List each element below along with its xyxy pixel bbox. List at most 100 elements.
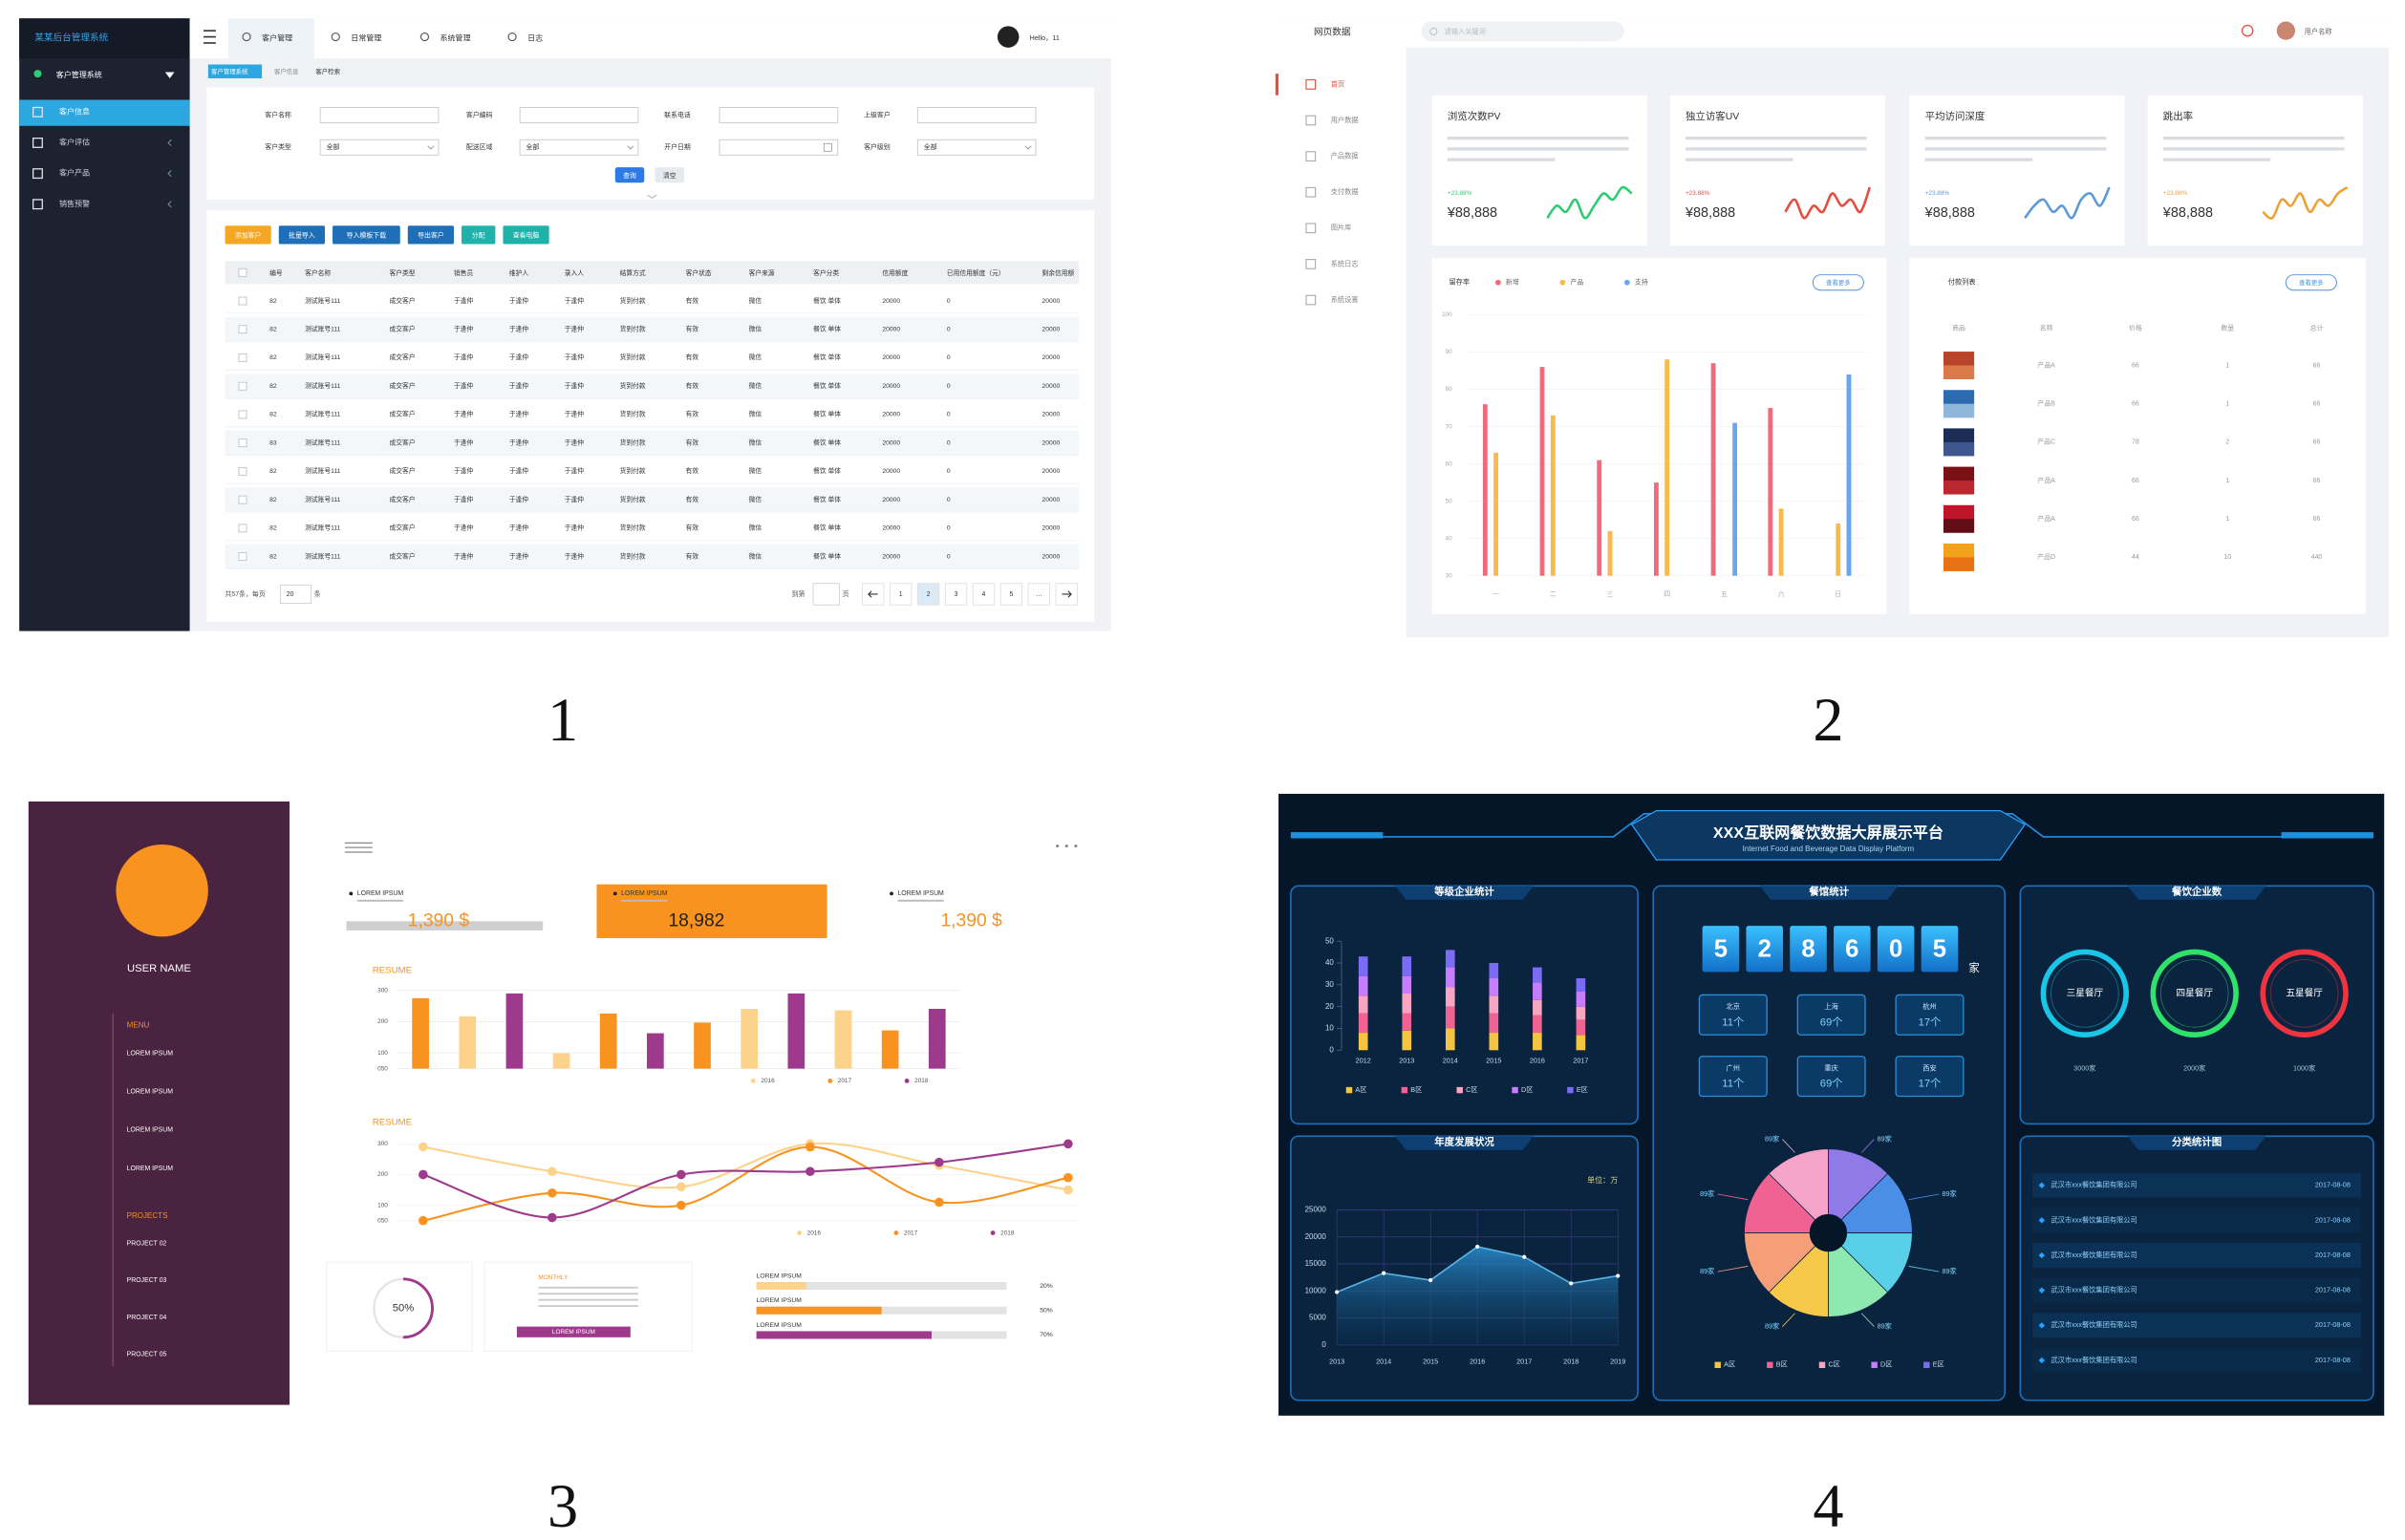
menu-item[interactable]: LOREM IPSUM bbox=[127, 1127, 174, 1134]
form-input[interactable] bbox=[319, 107, 440, 124]
menu-item[interactable]: LOREM IPSUM bbox=[127, 1050, 174, 1057]
more-button[interactable] bbox=[1812, 274, 1864, 291]
breadcrumb[interactable]: 客户信息 bbox=[274, 67, 299, 75]
page-button[interactable] bbox=[999, 583, 1023, 606]
action-button[interactable] bbox=[225, 225, 271, 245]
point bbox=[548, 1166, 557, 1177]
page-number[interactable]: 4 bbox=[982, 591, 986, 598]
page-number[interactable]: … bbox=[1036, 591, 1042, 598]
nav-item[interactable]: 用户数据 bbox=[1331, 116, 1359, 124]
company-name[interactable]: 武汉市xxx餐饮集团有限公司 bbox=[2051, 1251, 2137, 1259]
page-size[interactable] bbox=[279, 584, 311, 605]
page-button[interactable] bbox=[916, 583, 940, 606]
action-button[interactable] bbox=[333, 225, 400, 245]
page-size-value[interactable]: 20 bbox=[287, 591, 294, 598]
action-label[interactable]: 导入模板下载 bbox=[347, 231, 387, 240]
list-row[interactable] bbox=[2032, 1348, 2362, 1373]
checkbox[interactable] bbox=[238, 438, 247, 448]
form-input[interactable] bbox=[719, 139, 839, 156]
action-label[interactable]: 分配 bbox=[472, 231, 485, 240]
page-number[interactable]: 2 bbox=[927, 591, 931, 598]
checkbox[interactable] bbox=[238, 524, 247, 533]
project-item[interactable]: PROJECT 05 bbox=[127, 1351, 167, 1358]
nav-item[interactable]: 首页 bbox=[1331, 79, 1344, 88]
checkbox[interactable] bbox=[238, 296, 247, 306]
sparkline bbox=[1784, 186, 1872, 220]
goto-input[interactable] bbox=[812, 583, 840, 606]
list-row[interactable] bbox=[2032, 1277, 2362, 1303]
company-name[interactable]: 武汉市xxx餐饮集团有限公司 bbox=[2051, 1286, 2137, 1294]
nav-item[interactable]: 支付数据 bbox=[1331, 187, 1359, 196]
checkbox[interactable] bbox=[238, 381, 247, 391]
tab[interactable]: 系统管理 bbox=[440, 32, 471, 42]
button-label[interactable]: 查看更多 bbox=[2299, 278, 2324, 287]
page-button[interactable] bbox=[890, 583, 913, 606]
company-name[interactable]: 武汉市xxx餐饮集团有限公司 bbox=[2051, 1181, 2137, 1189]
tab[interactable]: 日志 bbox=[527, 32, 543, 42]
company-name[interactable]: 武汉市xxx餐饮集团有限公司 bbox=[2051, 1215, 2137, 1224]
page-button[interactable] bbox=[1027, 583, 1050, 606]
menu-item[interactable]: LOREM IPSUM bbox=[127, 1166, 174, 1172]
action-label[interactable]: 查看电脑 bbox=[513, 231, 540, 240]
checkbox[interactable] bbox=[238, 353, 247, 362]
x-tick-label: 2013 bbox=[1329, 1357, 1344, 1365]
company-name[interactable]: 武汉市xxx餐饮集团有限公司 bbox=[2051, 1356, 2137, 1364]
nav-item[interactable]: 产品数据 bbox=[1331, 152, 1359, 160]
form-input[interactable] bbox=[519, 107, 639, 124]
nav-item[interactable]: 系统设置 bbox=[1331, 295, 1359, 304]
page-button[interactable] bbox=[972, 583, 996, 606]
breadcrumb[interactable]: 客户管理系统 bbox=[211, 67, 248, 75]
menu-group[interactable]: 客户管理系统 bbox=[56, 70, 102, 79]
menu-item[interactable]: 客户产品 bbox=[59, 168, 90, 178]
button-label[interactable]: LOREM IPSUM bbox=[552, 1329, 595, 1336]
search-box[interactable] bbox=[1421, 21, 1624, 42]
tab[interactable]: 客户管理 bbox=[262, 32, 292, 42]
column-header: 维护人 bbox=[509, 268, 529, 277]
menu-item[interactable]: LOREM IPSUM bbox=[127, 1089, 174, 1096]
form-input[interactable] bbox=[519, 139, 639, 156]
reset-button[interactable] bbox=[655, 167, 685, 183]
list-row[interactable] bbox=[2032, 1243, 2362, 1268]
checkbox[interactable] bbox=[238, 410, 247, 419]
nav-item[interactable]: 图片库 bbox=[1331, 224, 1352, 232]
checkbox[interactable] bbox=[238, 552, 247, 562]
monthly-button[interactable] bbox=[516, 1326, 631, 1337]
action-button[interactable] bbox=[278, 225, 325, 245]
action-label[interactable]: 添加客户 bbox=[235, 231, 262, 240]
checkbox[interactable] bbox=[238, 466, 247, 476]
project-item[interactable]: PROJECT 02 bbox=[127, 1241, 167, 1248]
button-label[interactable]: 清空 bbox=[663, 171, 676, 180]
action-label[interactable]: 导出客户 bbox=[418, 231, 444, 240]
button-label[interactable]: 查询 bbox=[623, 171, 636, 180]
action-button[interactable] bbox=[503, 225, 549, 245]
action-label[interactable]: 批量导入 bbox=[289, 231, 315, 240]
page-number[interactable]: 5 bbox=[1009, 591, 1013, 598]
project-item[interactable]: PROJECT 03 bbox=[127, 1277, 167, 1284]
bar-segment bbox=[1489, 995, 1499, 1014]
list-row[interactable] bbox=[2032, 1208, 2362, 1233]
menu-item[interactable]: 销售预警 bbox=[59, 199, 90, 208]
list-row[interactable] bbox=[2032, 1172, 2362, 1198]
search-button[interactable] bbox=[614, 167, 645, 183]
form-input[interactable] bbox=[319, 139, 440, 156]
project-item[interactable]: PROJECT 04 bbox=[127, 1315, 167, 1321]
checkbox[interactable] bbox=[238, 267, 247, 277]
page-number[interactable]: 1 bbox=[899, 591, 903, 598]
list-row[interactable] bbox=[2032, 1313, 2362, 1338]
form-input[interactable] bbox=[916, 107, 1037, 124]
company-name[interactable]: 武汉市xxx餐饮集团有限公司 bbox=[2051, 1320, 2137, 1329]
nav-item[interactable]: 系统日志 bbox=[1331, 259, 1359, 267]
menu-item[interactable]: 客户信息 bbox=[59, 106, 90, 116]
page-button[interactable] bbox=[944, 583, 968, 606]
form-input[interactable] bbox=[916, 139, 1037, 156]
checkbox[interactable] bbox=[238, 495, 247, 504]
more-button[interactable] bbox=[2285, 274, 2337, 291]
button-label[interactable]: 查看更多 bbox=[1826, 278, 1851, 287]
checkbox[interactable] bbox=[238, 325, 247, 334]
action-button[interactable] bbox=[462, 225, 496, 245]
menu-item[interactable]: 客户评估 bbox=[59, 138, 90, 147]
form-input[interactable] bbox=[719, 107, 839, 124]
page-number[interactable]: 3 bbox=[955, 591, 958, 598]
tab[interactable]: 日常管理 bbox=[351, 32, 381, 42]
action-button[interactable] bbox=[407, 225, 455, 245]
